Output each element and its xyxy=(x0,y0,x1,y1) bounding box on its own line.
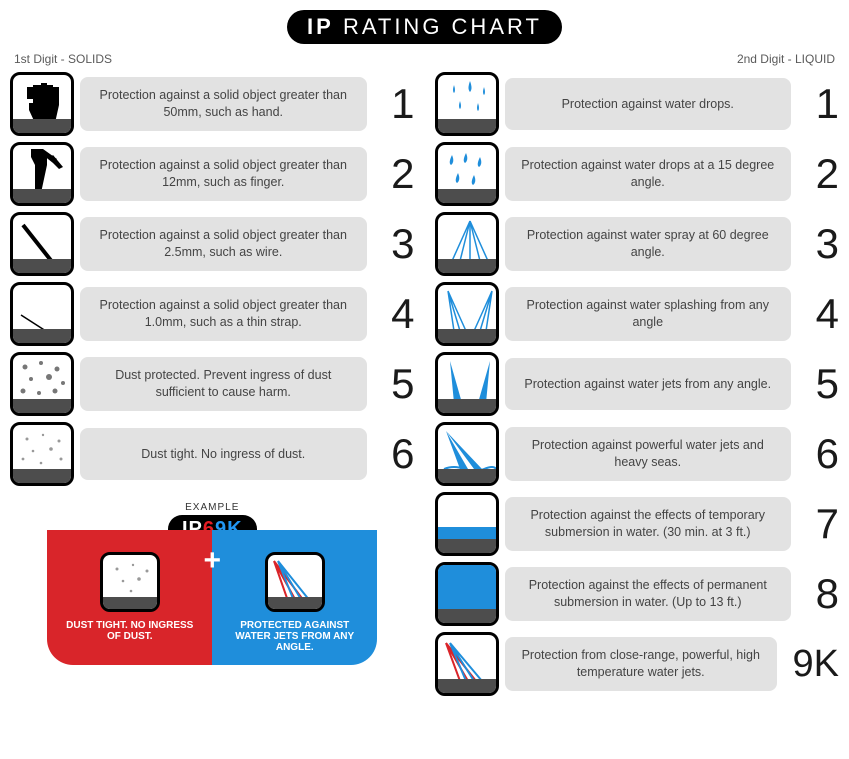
liquids-row: Protection against water drops at a 15 d… xyxy=(435,142,840,206)
liquids-row: Protection against water spray at 60 deg… xyxy=(435,212,840,276)
solids-desc: Dust protected. Prevent ingress of dust … xyxy=(80,357,367,411)
liquids-row: Protection against water jets from any a… xyxy=(435,352,840,416)
hand-icon xyxy=(10,72,74,136)
example-label: EXAMPLE xyxy=(47,502,377,513)
water-drops-angle-icon xyxy=(435,142,499,206)
chart-title: IP RATING CHART xyxy=(10,10,839,44)
solids-digit: 6 xyxy=(373,433,415,475)
thin-strap-icon xyxy=(10,282,74,346)
solids-desc: Dust tight. No ingress of dust. xyxy=(80,428,367,480)
solids-desc: Protection against a solid object greate… xyxy=(80,287,367,341)
solids-digit: 1 xyxy=(373,83,415,125)
solids-digit: 4 xyxy=(373,293,415,335)
solids-row: Dust protected. Prevent ingress of dust … xyxy=(10,352,415,416)
solids-digit: 2 xyxy=(373,153,415,195)
dust-tight-icon xyxy=(100,552,160,612)
plus-icon: + xyxy=(203,544,221,578)
subheader-liquid: 2nd Digit - LIQUID xyxy=(737,52,835,66)
liquids-digit: 5 xyxy=(797,363,839,405)
permanent-submersion-icon xyxy=(435,562,499,626)
liquids-row: Protection against the effects of tempor… xyxy=(435,492,840,556)
water-jets-icon xyxy=(265,552,325,612)
wire-icon xyxy=(10,212,74,276)
liquids-digit: 6 xyxy=(797,433,839,475)
solids-row: Protection against a solid object greate… xyxy=(10,142,415,206)
liquids-digit: 3 xyxy=(797,223,839,265)
liquids-desc: Protection against water jets from any a… xyxy=(505,358,792,410)
example-right-panel: PROTECTED AGAINST WATER JETS FROM ANY AN… xyxy=(212,530,377,665)
water-splash-icon xyxy=(435,282,499,346)
example-right-caption: PROTECTED AGAINST WATER JETS FROM ANY AN… xyxy=(224,620,365,653)
liquids-desc: Protection against the effects of perman… xyxy=(505,567,792,621)
liquids-row: Protection from close-range, powerful, h… xyxy=(435,632,840,696)
liquids-desc: Protection against water spray at 60 deg… xyxy=(505,217,792,271)
solids-digit: 5 xyxy=(373,363,415,405)
liquids-digit: 7 xyxy=(797,503,839,545)
subheaders: 1st Digit - SOLIDS 2nd Digit - LIQUID xyxy=(10,52,839,66)
temporary-submersion-icon xyxy=(435,492,499,556)
high-temp-jets-icon xyxy=(435,632,499,696)
liquids-digit: 4 xyxy=(797,293,839,335)
water-jets-icon xyxy=(435,352,499,416)
example-left-panel: DUST TIGHT. NO INGRESS OF DUST. xyxy=(47,530,212,665)
dust-protected-icon xyxy=(10,352,74,416)
liquids-row: Protection against water splashing from … xyxy=(435,282,840,346)
example-left-caption: DUST TIGHT. NO INGRESS OF DUST. xyxy=(59,620,200,642)
powerful-jets-icon xyxy=(435,422,499,486)
liquids-digit: 1 xyxy=(797,83,839,125)
finger-icon xyxy=(10,142,74,206)
solids-row: Protection against a solid object greate… xyxy=(10,72,415,136)
water-drops-icon xyxy=(435,72,499,136)
liquids-row: Protection against the effects of perman… xyxy=(435,562,840,626)
liquids-digit: 9K xyxy=(783,645,839,683)
liquids-desc: Protection against water drops at a 15 d… xyxy=(505,147,792,201)
title-ip: IP xyxy=(307,14,334,39)
title-rest: RATING CHART xyxy=(334,14,542,39)
solids-row: Dust tight. No ingress of dust. 6 xyxy=(10,422,415,486)
solids-desc: Protection against a solid object greate… xyxy=(80,147,367,201)
liquids-desc: Protection against water drops. xyxy=(505,78,792,130)
liquids-digit: 8 xyxy=(797,573,839,615)
liquids-row: Protection against water drops. 1 xyxy=(435,72,840,136)
solids-row: Protection against a solid object greate… xyxy=(10,282,415,346)
solids-digit: 3 xyxy=(373,223,415,265)
liquids-desc: Protection from close-range, powerful, h… xyxy=(505,637,778,691)
liquids-row: Protection against powerful water jets a… xyxy=(435,422,840,486)
water-spray-icon xyxy=(435,212,499,276)
liquids-desc: Protection against powerful water jets a… xyxy=(505,427,792,481)
subheader-solids: 1st Digit - SOLIDS xyxy=(14,52,112,66)
solids-column: Protection against a solid object greate… xyxy=(10,72,415,696)
liquids-desc: Protection against water splashing from … xyxy=(505,287,792,341)
solids-row: Protection against a solid object greate… xyxy=(10,212,415,276)
liquids-desc: Protection against the effects of tempor… xyxy=(505,497,792,551)
solids-desc: Protection against a solid object greate… xyxy=(80,77,367,131)
example-section: EXAMPLE IP69K + DUST TIGH xyxy=(10,502,415,665)
liquids-digit: 2 xyxy=(797,153,839,195)
solids-desc: Protection against a solid object greate… xyxy=(80,217,367,271)
dust-tight-icon xyxy=(10,422,74,486)
liquids-column: Protection against water drops. 1 Protec… xyxy=(435,72,840,696)
